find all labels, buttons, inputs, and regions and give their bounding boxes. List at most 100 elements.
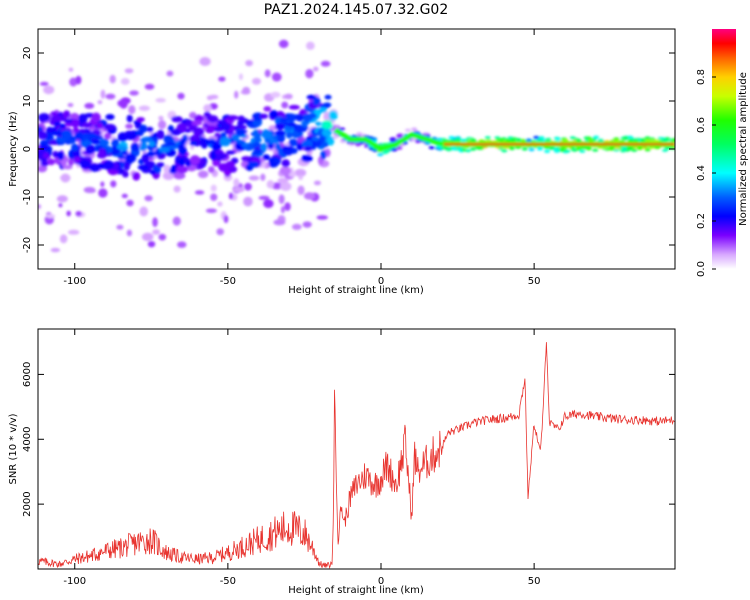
- spectrogram-cell: [103, 123, 116, 131]
- spectrogram-cell: [238, 73, 243, 81]
- spectrogram-cell: [156, 129, 165, 140]
- spectrogram-cell: [98, 138, 110, 147]
- spectrogram-cell: [117, 155, 126, 160]
- spectrogram-cell: [253, 149, 262, 156]
- spectrogram-cell: [169, 167, 178, 174]
- spectrogram-cell: [124, 153, 137, 163]
- spectrogram-cell: [205, 127, 215, 134]
- spectrogram-cell: [72, 127, 80, 133]
- spectrogram-cell: [536, 147, 543, 151]
- x-tick-label: 0: [378, 276, 384, 287]
- spectrogram-image: [38, 39, 675, 253]
- spectrogram-cell: [72, 150, 81, 157]
- spectrogram-cell: [126, 114, 133, 123]
- spectrogram-cell: [217, 201, 223, 207]
- spectrogram-cell: [554, 137, 561, 142]
- x-tick-label: 50: [528, 276, 541, 287]
- spectrogram-cell: [277, 133, 286, 144]
- spectrogram-cell: [260, 173, 266, 181]
- spectrogram-cell: [237, 115, 245, 122]
- spectrogram-cell: [214, 132, 221, 138]
- spectrogram-cell: [144, 83, 155, 90]
- spectrogram-cell: [197, 170, 209, 179]
- spectrogram-cell: [158, 115, 164, 121]
- spectrogram-cell: [46, 214, 56, 219]
- spectrogram-cell: [278, 39, 289, 49]
- spectrogram-cell: [225, 150, 236, 155]
- spectrogram-cell: [149, 169, 157, 175]
- spectrogram-cell: [296, 142, 304, 151]
- spectrogram-cell: [279, 117, 288, 124]
- spectrogram-cell: [251, 77, 262, 85]
- spectrogram-cell: [286, 122, 296, 128]
- spectrogram-cell: [538, 136, 545, 140]
- spectrogram-cell: [248, 175, 260, 181]
- spectrogram-cell: [163, 134, 174, 145]
- spectrogram-cell: [298, 175, 303, 181]
- spectrogram-cell: [178, 158, 185, 167]
- spectrogram-cell: [320, 150, 327, 160]
- spectrogram-cell: [553, 149, 560, 153]
- spectrogram-cell: [533, 135, 540, 140]
- spectrogram-cell: [284, 202, 291, 211]
- spectrogram-cell: [274, 130, 286, 136]
- spectrogram-cell: [324, 94, 332, 100]
- spectrogram-cell: [144, 195, 153, 202]
- spectrogram-cell: [311, 136, 320, 142]
- spectrogram-cell: [179, 137, 187, 146]
- spectrogram-cell: [209, 150, 217, 161]
- spectrogram-cell: [312, 97, 321, 106]
- spectrogram-cell: [235, 139, 246, 144]
- spectrogram-cell: [627, 146, 634, 150]
- spectrogram-cell: [339, 127, 346, 131]
- spectrogram-cell: [316, 215, 329, 220]
- spectrogram-cell: [654, 145, 661, 150]
- snr-xlabel: Height of straight line (km): [288, 585, 424, 596]
- spectrogram-cell: [75, 75, 82, 85]
- spectrogram-cell: [277, 177, 289, 184]
- spectrogram-cell: [93, 135, 104, 140]
- spectrogram-cell: [205, 208, 217, 214]
- spectrogram-cell: [621, 146, 628, 150]
- spectrogram-cell: [204, 138, 211, 145]
- spectrogram-cell: [119, 99, 128, 109]
- spectrogram-cell: [564, 149, 571, 153]
- spectrogram-cell: [152, 217, 158, 228]
- spectrogram-cell: [173, 171, 186, 180]
- snr-frame: [37, 328, 676, 570]
- spectrogram-cell: [579, 149, 586, 153]
- spectrogram-cell: [321, 123, 334, 130]
- spectrogram-cell: [216, 228, 224, 236]
- spectrogram-cell: [263, 199, 274, 208]
- spectrogram-cell: [274, 122, 286, 131]
- spectrogram-cell: [208, 166, 215, 173]
- spectrogram-cell: [156, 162, 165, 168]
- spectrogram-cell: [631, 148, 638, 152]
- spectrogram-cell: [172, 216, 181, 226]
- spectrogram-cell: [122, 170, 129, 178]
- spectrogram-cell: [162, 171, 175, 181]
- spectrogram-cell: [38, 204, 42, 210]
- spectrogram-cell: [50, 247, 61, 253]
- spectrogram-cell: [671, 138, 675, 142]
- colorbar-tick-label: 0.2: [696, 213, 707, 229]
- spectrogram-cell: [91, 139, 101, 145]
- spectrogram-cell: [334, 124, 341, 129]
- spectrogram-cell: [258, 195, 270, 200]
- spectrogram-cell: [75, 210, 82, 217]
- spectrogram-cell: [57, 150, 65, 161]
- spectrogram-cell: [592, 148, 599, 152]
- spectrogram-cell: [219, 136, 232, 147]
- spectrogram-cell: [288, 138, 299, 147]
- snr-ylabel: SNR (10 * v/v): [8, 413, 19, 484]
- y-tick-label: 20: [22, 47, 33, 60]
- spectrogram-cell: [627, 139, 634, 143]
- spectrogram-cell: [170, 129, 182, 136]
- spectrogram-cell: [271, 72, 282, 82]
- spectrogram-cell: [209, 94, 219, 100]
- colorbar: 0.0 0.2 0.4 0.6 0.8 Normalized spectral ampl…: [696, 29, 749, 277]
- spectrogram-cell: [105, 113, 115, 120]
- spectrogram-cell: [242, 86, 251, 95]
- spectrogram-cell: [315, 121, 322, 126]
